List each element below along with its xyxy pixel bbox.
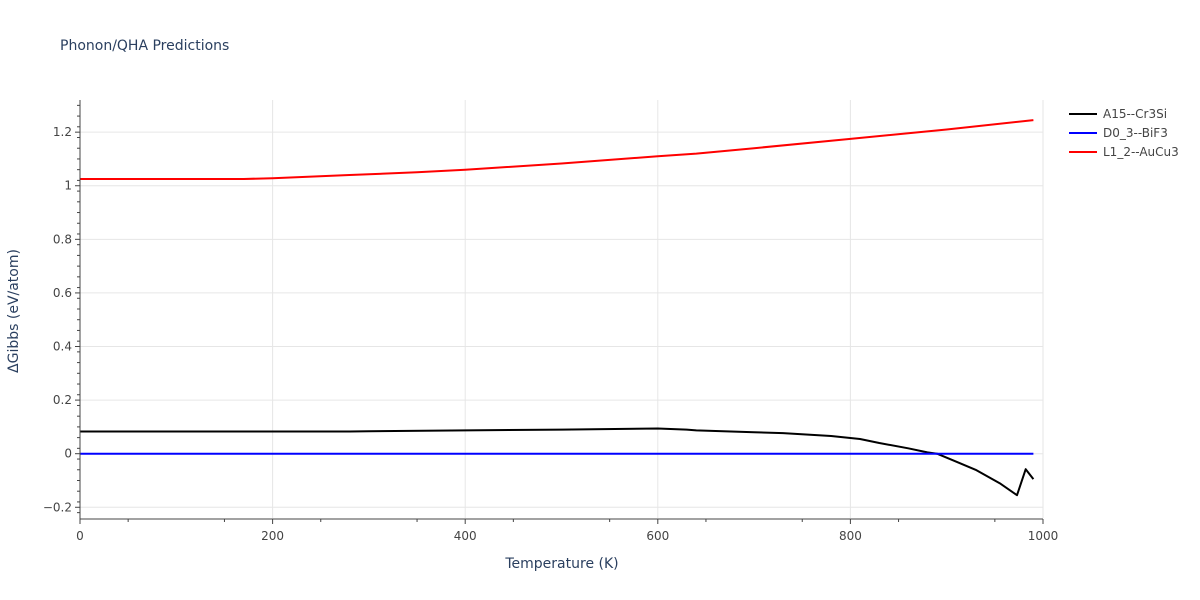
y-tick-label: 1.2 [53,125,72,139]
x-axis-title: Temperature (K) [504,556,618,572]
legend[interactable]: A15--Cr3Si D0_3--BiF3 L1_2--AuCu3 [1069,107,1179,159]
legend-label: L1_2--AuCu3 [1103,145,1179,159]
x-tick-label: 1000 [1028,529,1059,543]
legend-label: D0_3--BiF3 [1103,126,1168,140]
series-line-2 [80,119,1034,180]
y-tick-label: 0 [64,447,72,461]
x-tick-label: 800 [839,529,862,543]
y-tick-label: −0.2 [43,500,72,514]
y-tick-label: 0.2 [53,393,72,407]
x-tick-label: 200 [261,529,284,543]
y-tick-label: 1 [64,179,72,193]
series-line-0 [80,427,1035,497]
legend-item-0[interactable]: A15--Cr3Si [1069,107,1167,121]
axes [75,100,1044,524]
legend-item-1[interactable]: D0_3--BiF3 [1069,126,1168,140]
x-tick-label: 600 [646,529,669,543]
tick-labels: 0 200 400 600 800 1000 −0.2 0 0.2 0.4 0.6 0.8 1 1.2 [43,125,1058,543]
x-tick-label: 0 [76,529,84,543]
x-tick-label: 400 [454,529,477,543]
y-tick-label: 0.8 [53,232,72,246]
y-axis-title: ΔGibbs (eV/atom) [6,249,22,373]
series-lines [80,119,1035,497]
y-tick-label: 0.4 [53,340,72,354]
y-tick-label: 0.6 [53,286,72,300]
legend-label: A15--Cr3Si [1103,107,1167,121]
legend-item-2[interactable]: L1_2--AuCu3 [1069,145,1179,159]
chart-title: Phonon/QHA Predictions [60,38,229,54]
